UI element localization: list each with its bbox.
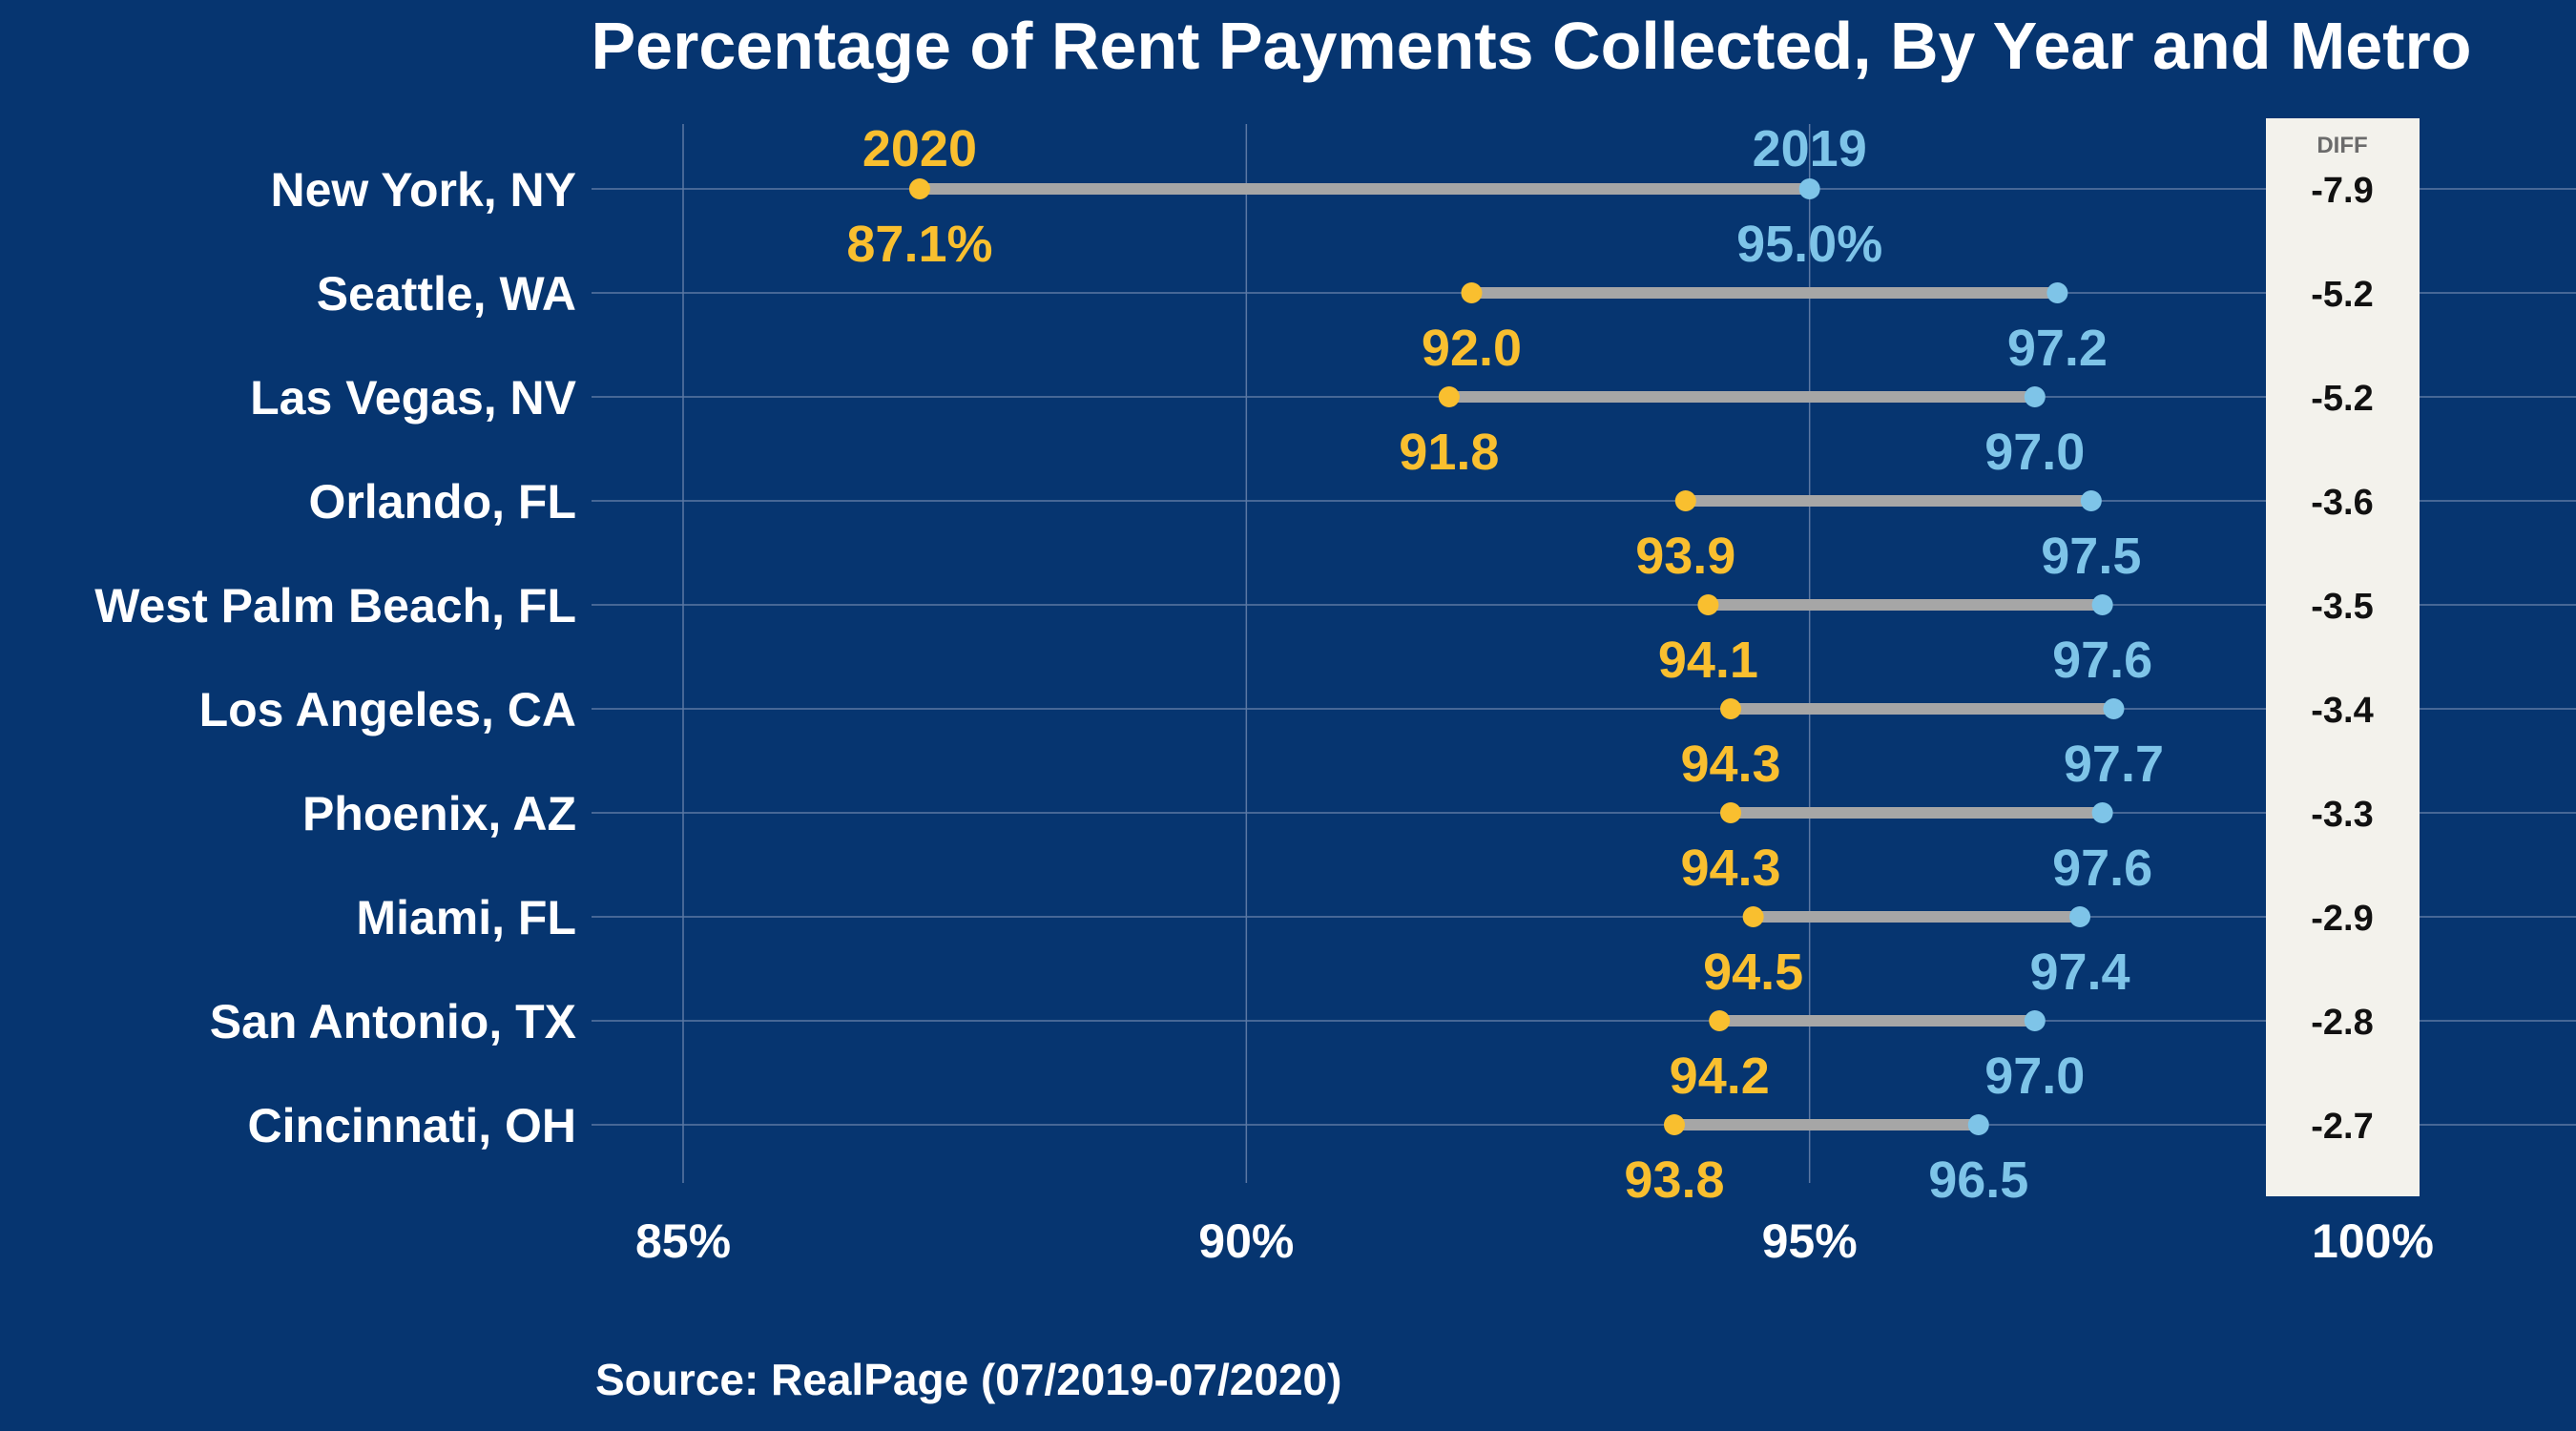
value-label-2020: 94.3 (1680, 840, 1780, 897)
x-tick-label: 90% (1198, 1214, 1294, 1268)
point-2019 (2091, 802, 2113, 823)
value-label-2020: 92.0 (1422, 320, 1522, 377)
value-label-2019: 96.5 (1928, 1151, 2028, 1209)
value-label-2020: 93.9 (1635, 528, 1735, 585)
diff-panel: DIFF -7.9 -5.2 -5.2 -3.6 -3.5 -3.4 -3.3 -2.9 -2.8… (2266, 118, 2420, 1196)
point-2019 (2046, 282, 2068, 303)
value-label-2019: 97.6 (2052, 840, 2152, 897)
diff-value: -3.5 (2311, 587, 2373, 627)
value-label-2019: 97.2 (2007, 320, 2108, 377)
point-2019 (2103, 698, 2125, 719)
metro-label: New York, NY (271, 163, 576, 217)
metro-label: Seattle, WA (317, 267, 576, 321)
point-2019 (1967, 1114, 1989, 1135)
diff-value: -5.2 (2311, 275, 2373, 315)
metro-label: West Palm Beach, FL (94, 579, 576, 633)
point-2020 (1663, 1114, 1685, 1135)
value-label-2020: 94.5 (1703, 944, 1803, 1001)
value-label-2020: 87.1% (846, 216, 992, 273)
metro-label: Cincinnati, OH (248, 1099, 576, 1152)
value-label-2019: 97.4 (2029, 944, 2129, 1001)
diff-value: -3.3 (2311, 795, 2373, 835)
value-label-2019: 97.0 (1984, 424, 2085, 481)
metro-label: Los Angeles, CA (199, 683, 576, 736)
diff-value: -2.9 (2311, 899, 2373, 939)
value-label-2020: 93.8 (1624, 1151, 1724, 1209)
point-2020 (1674, 490, 1696, 511)
value-label-2019: 97.7 (2064, 736, 2164, 793)
point-2019 (2024, 1010, 2046, 1031)
x-tick-label: 95% (1762, 1214, 1858, 1268)
value-label-2020: 94.3 (1680, 736, 1780, 793)
metro-label: Phoenix, AZ (302, 787, 576, 840)
point-2020 (1461, 282, 1483, 303)
value-label-2019: 97.0 (1984, 1047, 2085, 1105)
point-2020 (908, 178, 930, 199)
series-label-2020: 2020 (862, 120, 977, 177)
value-label-2020: 94.1 (1658, 632, 1758, 689)
point-2020 (1720, 698, 1742, 719)
chart-title: Percentage of Rent Payments Collected, B… (591, 9, 2471, 83)
value-label-2019: 95.0% (1736, 216, 1882, 273)
point-2019 (1798, 178, 1820, 199)
value-label-2019: 97.5 (2041, 528, 2141, 585)
x-axis: 85% 90% 95% 100% (635, 1214, 2434, 1268)
metro-label: San Antonio, TX (210, 995, 576, 1048)
point-2020 (1438, 386, 1460, 407)
value-label-2020: 94.2 (1670, 1047, 1770, 1105)
diff-header: DIFF (2316, 133, 2367, 158)
point-2019 (2091, 594, 2113, 615)
metro-label: Miami, FL (356, 891, 576, 944)
point-2020 (1742, 906, 1764, 927)
metro-label: Orlando, FL (308, 475, 576, 529)
rows-layer: New York, NY 87.1% 95.0% 2020 2019 Seattle, W… (94, 120, 2164, 1209)
series-label-2019: 2019 (1753, 120, 1867, 177)
source-note: Source: RealPage (07/2019-07/2020) (595, 1355, 1341, 1404)
diff-value: -5.2 (2311, 379, 2373, 419)
value-label-2019: 97.6 (2052, 632, 2152, 689)
point-2019 (2080, 490, 2102, 511)
metro-label: Las Vegas, NV (250, 371, 576, 425)
diff-panel-background (2266, 118, 2420, 1196)
diff-value: -2.8 (2311, 1003, 2373, 1043)
x-tick-label: 100% (2312, 1214, 2434, 1268)
x-tick-label: 85% (635, 1214, 731, 1268)
point-2019 (2069, 906, 2091, 927)
point-2019 (2024, 386, 2046, 407)
diff-value: -3.6 (2311, 483, 2373, 523)
point-2020 (1720, 802, 1742, 823)
value-label-2020: 91.8 (1399, 424, 1499, 481)
diff-value: -3.4 (2311, 691, 2373, 731)
point-2020 (1709, 1010, 1731, 1031)
diff-value: -7.9 (2311, 171, 2373, 211)
point-2020 (1697, 594, 1719, 615)
diff-value: -2.7 (2311, 1107, 2373, 1147)
